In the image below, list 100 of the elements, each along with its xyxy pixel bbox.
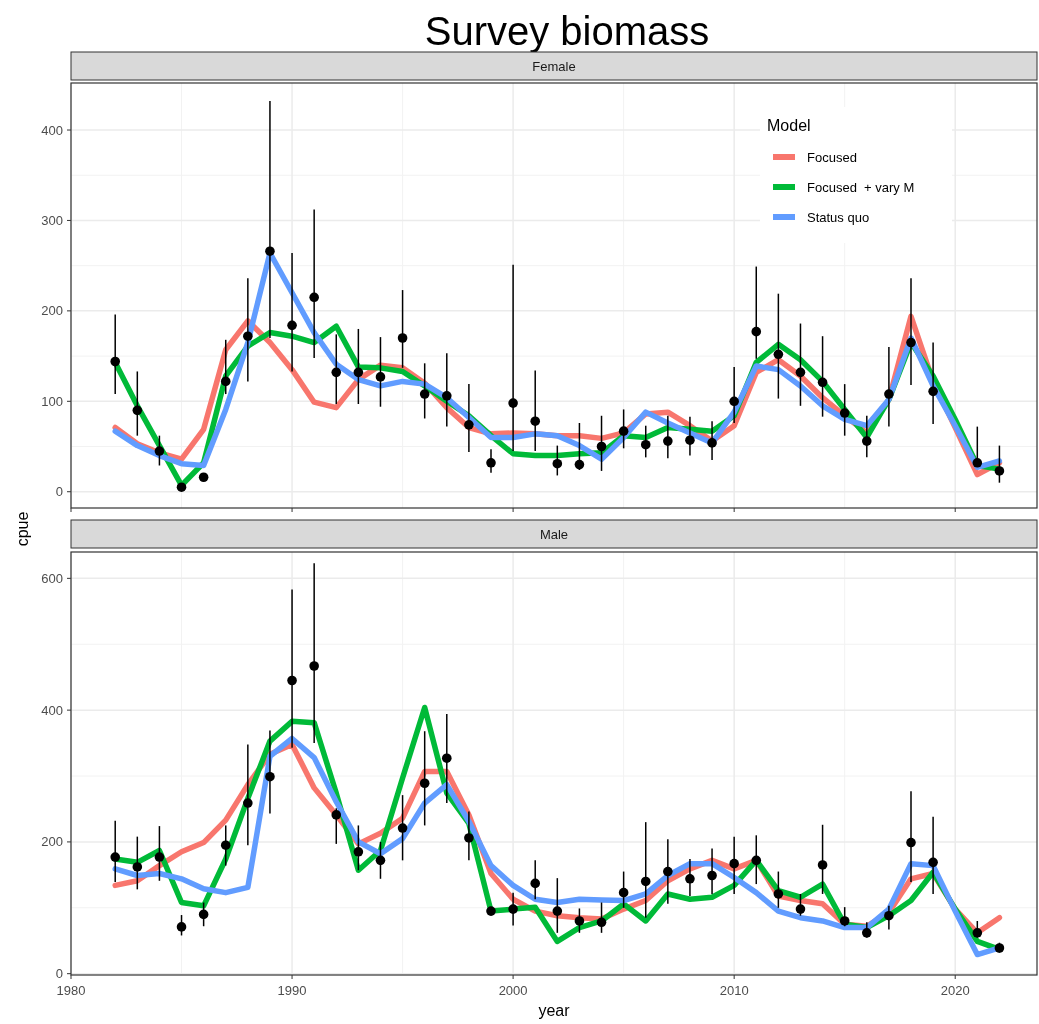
- point: [441, 391, 452, 401]
- legend-label: Status quo: [807, 210, 870, 225]
- point: [331, 810, 342, 820]
- point: [198, 909, 209, 920]
- point: [243, 798, 253, 808]
- point: [729, 858, 739, 869]
- y-tick-label: 0: [55, 484, 63, 500]
- point: [795, 904, 806, 914]
- x-axis-title: year: [538, 1002, 571, 1019]
- point: [751, 855, 762, 866]
- chart-title: Survey biomass: [424, 9, 710, 53]
- point: [464, 420, 474, 430]
- point: [132, 862, 143, 872]
- point: [640, 439, 651, 450]
- point: [154, 446, 165, 456]
- point: [773, 349, 784, 360]
- point: [464, 833, 474, 843]
- y-tick-label: 400: [41, 702, 63, 718]
- x-tick-label: 2020: [940, 983, 970, 998]
- y-tick-label: 400: [41, 122, 63, 138]
- point: [198, 472, 209, 483]
- point: [861, 928, 872, 938]
- point: [486, 906, 496, 916]
- y-axis-title: cpue: [14, 511, 31, 547]
- point: [220, 376, 231, 387]
- point: [552, 458, 563, 469]
- chart-subtitle: Male: [539, 526, 569, 542]
- point: [707, 870, 717, 881]
- point: [287, 320, 297, 331]
- point: [309, 292, 319, 303]
- point: [265, 771, 275, 782]
- point: [795, 367, 806, 378]
- point: [353, 367, 364, 378]
- point: [309, 661, 319, 671]
- point: [707, 438, 717, 448]
- y-tick-label: 200: [41, 834, 63, 850]
- point: [839, 916, 850, 926]
- point: [861, 436, 872, 446]
- point: [397, 333, 408, 343]
- point: [729, 396, 739, 407]
- point: [441, 753, 452, 764]
- point: [817, 860, 828, 870]
- legend-title: Model: [767, 117, 811, 134]
- legend-label: Focused + vary M: [807, 180, 915, 195]
- point: [596, 917, 607, 928]
- point: [419, 389, 430, 399]
- point: [685, 435, 695, 445]
- panel-strip: Male: [70, 519, 1038, 549]
- point: [972, 457, 983, 468]
- point: [110, 356, 121, 367]
- x-tick-label: 2010: [719, 983, 749, 998]
- point: [530, 416, 541, 426]
- y-tick-label: 100: [41, 393, 63, 409]
- point: [287, 675, 297, 686]
- point: [265, 246, 275, 256]
- point: [884, 389, 894, 399]
- point: [663, 436, 673, 446]
- point: [994, 943, 1005, 953]
- point: [176, 482, 187, 492]
- point: [994, 466, 1005, 476]
- point: [176, 922, 187, 932]
- point: [530, 878, 541, 889]
- point: [839, 408, 850, 418]
- point: [132, 405, 143, 416]
- point: [618, 426, 629, 436]
- point: [375, 372, 386, 382]
- point: [243, 331, 253, 341]
- point: [331, 367, 342, 378]
- y-tick-label: 0: [55, 966, 63, 982]
- point: [419, 778, 430, 789]
- point: [486, 457, 496, 468]
- point: [906, 837, 916, 848]
- point: [110, 852, 121, 862]
- chart-subtitle: Female: [532, 58, 576, 74]
- point: [884, 910, 894, 921]
- legend-label: Focused: [807, 150, 857, 165]
- point: [220, 840, 231, 850]
- point: [928, 857, 938, 868]
- point: [663, 866, 673, 877]
- point: [773, 889, 784, 899]
- point: [574, 459, 585, 470]
- point: [751, 326, 762, 337]
- point: [397, 823, 408, 833]
- y-tick-label: 300: [41, 212, 63, 228]
- point: [928, 386, 938, 397]
- x-tick-label: 2000: [498, 983, 528, 998]
- point: [154, 852, 165, 862]
- point: [552, 906, 563, 916]
- point: [508, 904, 518, 914]
- point: [906, 337, 916, 348]
- x-tick-label: 1990: [277, 983, 307, 998]
- point: [618, 887, 629, 898]
- point: [574, 916, 585, 926]
- point: [508, 398, 518, 408]
- point: [817, 377, 828, 388]
- panel-strip: Female: [70, 51, 1038, 81]
- point: [353, 846, 364, 857]
- point: [596, 441, 607, 452]
- point: [685, 874, 695, 884]
- point: [640, 876, 651, 887]
